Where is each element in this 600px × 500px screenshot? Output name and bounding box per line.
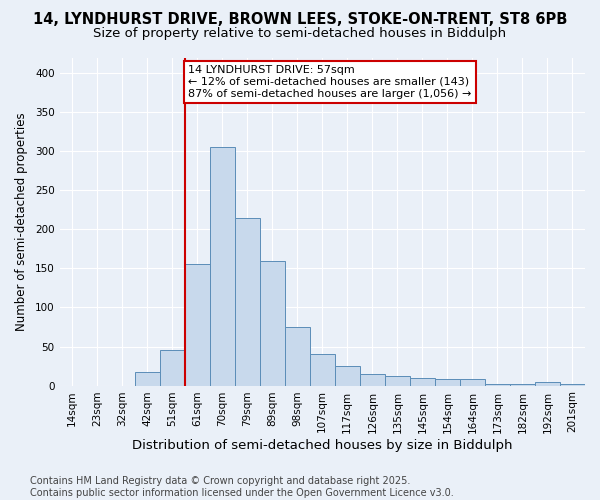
Bar bbox=[310, 354, 335, 386]
Text: Contains HM Land Registry data © Crown copyright and database right 2025.
Contai: Contains HM Land Registry data © Crown c… bbox=[30, 476, 454, 498]
Text: 14 LYNDHURST DRIVE: 57sqm
← 12% of semi-detached houses are smaller (143)
87% of: 14 LYNDHURST DRIVE: 57sqm ← 12% of semi-… bbox=[188, 66, 472, 98]
Bar bbox=[335, 366, 360, 386]
Bar bbox=[510, 384, 535, 386]
Bar bbox=[410, 378, 435, 386]
Text: Size of property relative to semi-detached houses in Biddulph: Size of property relative to semi-detach… bbox=[94, 28, 506, 40]
Bar bbox=[160, 350, 185, 386]
Bar bbox=[209, 148, 235, 386]
Bar bbox=[560, 384, 585, 386]
Bar bbox=[185, 264, 209, 386]
Bar bbox=[385, 376, 410, 386]
Bar bbox=[285, 327, 310, 386]
X-axis label: Distribution of semi-detached houses by size in Biddulph: Distribution of semi-detached houses by … bbox=[132, 440, 512, 452]
Bar bbox=[260, 260, 285, 386]
Bar bbox=[485, 384, 510, 386]
Bar bbox=[134, 372, 160, 386]
Bar bbox=[235, 218, 260, 386]
Bar bbox=[435, 380, 460, 386]
Text: 14, LYNDHURST DRIVE, BROWN LEES, STOKE-ON-TRENT, ST8 6PB: 14, LYNDHURST DRIVE, BROWN LEES, STOKE-O… bbox=[33, 12, 567, 28]
Bar bbox=[360, 374, 385, 386]
Bar bbox=[535, 382, 560, 386]
Bar bbox=[460, 380, 485, 386]
Y-axis label: Number of semi-detached properties: Number of semi-detached properties bbox=[15, 112, 28, 331]
